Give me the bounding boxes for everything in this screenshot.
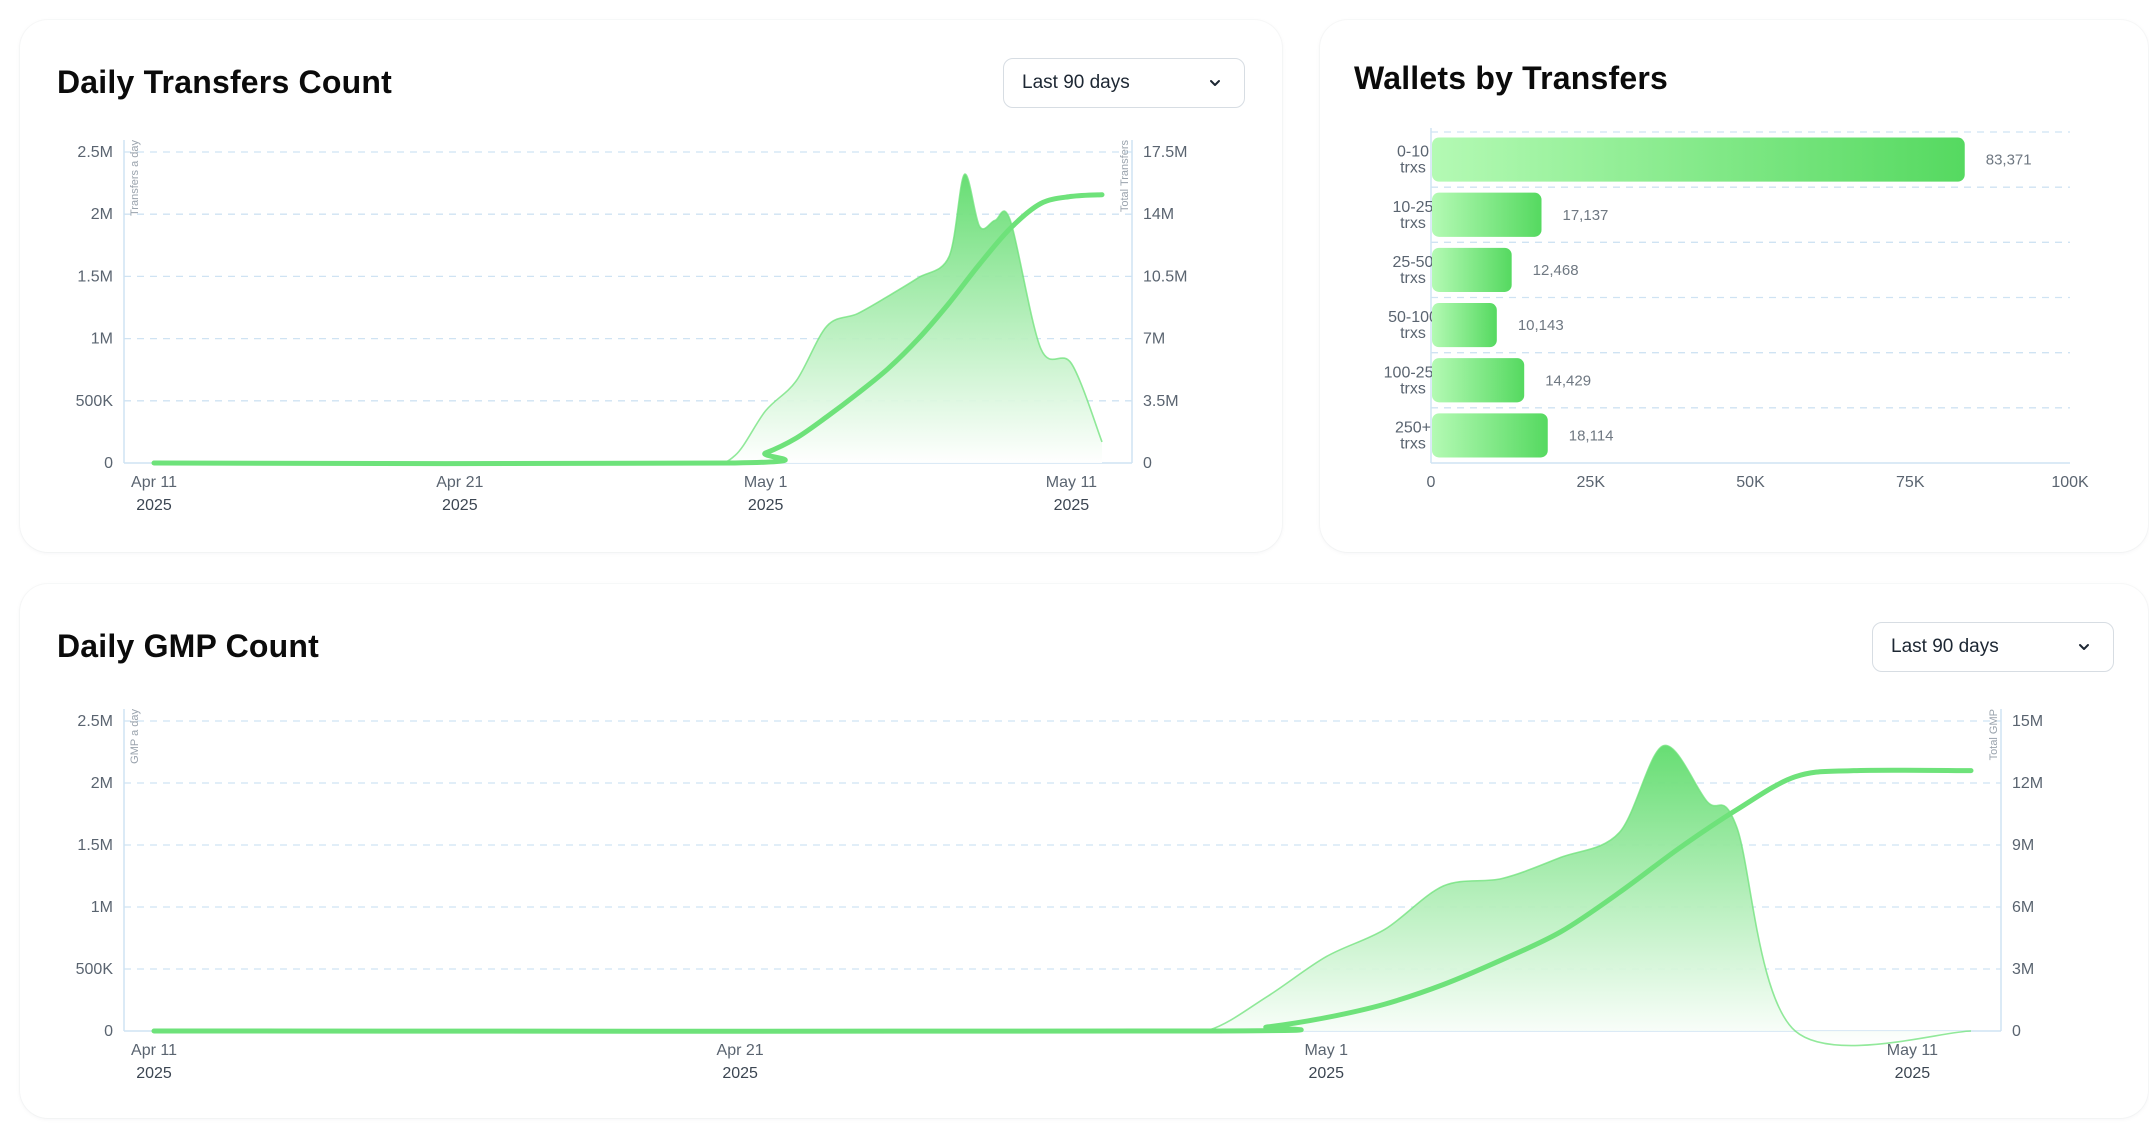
- daily-gmp-card: Daily GMP Count Last 90 days 0 500K 1M 1.5M…: [20, 584, 2148, 1118]
- y-tick-label-right: 17.5M: [1143, 144, 1187, 161]
- x-tick-label: 0: [1427, 474, 1436, 491]
- y-tick-label-right: 6M: [2012, 899, 2034, 916]
- y-tick-label-right: 12M: [2012, 775, 2043, 792]
- bar-value-label: 18,114: [1569, 427, 1614, 444]
- y-axis-title-right: Total Transfers: [1119, 140, 1131, 213]
- y-axis-title-right: Total GMP: [1988, 709, 2000, 760]
- x-tick-label: 100K: [2051, 474, 2089, 491]
- bar-value-label: 83,371: [1986, 152, 2032, 169]
- x-tick-label: May 1: [1304, 1042, 1348, 1059]
- y-tick-label-left: 500K: [76, 393, 114, 410]
- area-series-fill: [154, 174, 1102, 464]
- y-tick-label-left: 0: [104, 455, 113, 472]
- y-tick-label-left: 2.5M: [77, 144, 113, 161]
- x-tick-label: Apr 21: [717, 1042, 764, 1059]
- y-tick-label-left: 1M: [91, 331, 113, 348]
- x-tick-label: 50K: [1736, 474, 1765, 491]
- y-tick-label-left: 2M: [91, 206, 113, 223]
- y-tick-label-left: 2.5M: [77, 713, 113, 730]
- y-tick-label-right: 3M: [2012, 961, 2034, 978]
- bar-category-label: 25-50 trxs: [1393, 254, 1434, 287]
- bar-category-label: 100-250 trxs: [1384, 364, 1443, 397]
- x-tick-year: 2025: [1308, 1065, 1344, 1082]
- y-tick-label-left: 1.5M: [77, 268, 113, 285]
- wallets-by-transfers-card: Wallets by Transfers 0-10 trxs 83,371 10-25…: [1320, 20, 2148, 552]
- bar-value-label: 12,468: [1533, 262, 1579, 279]
- cumulative-line: [151, 767, 1974, 1034]
- y-tick-label-left: 1.5M: [77, 837, 113, 854]
- y-tick-label-right: 9M: [2012, 837, 2034, 854]
- y-tick-label-right: 10.5M: [1143, 268, 1187, 285]
- bar: [1432, 303, 1497, 348]
- x-tick-year: 2025: [442, 497, 478, 514]
- range-select-label: Last 90 days: [1022, 72, 1130, 93]
- x-tick-year: 2025: [1054, 497, 1090, 514]
- bar: [1432, 358, 1525, 403]
- bar-category-label: 10-25 trxs: [1393, 199, 1434, 232]
- y-tick-label-left: 1M: [91, 899, 113, 916]
- y-tick-label-left: 2M: [91, 775, 113, 792]
- range-select-label: Last 90 days: [1891, 636, 1999, 657]
- y-tick-label-left: 0: [104, 1023, 113, 1040]
- area-series-fill: [154, 745, 1971, 1046]
- daily-transfers-card: Daily Transfers Count Last 90 days 0 500K…: [20, 20, 1282, 552]
- x-tick-label: 25K: [1577, 474, 1606, 491]
- transfers-range-select[interactable]: Last 90 days: [1003, 58, 1245, 108]
- x-tick-year: 2025: [136, 497, 172, 514]
- x-tick-label: May 11: [1887, 1042, 1938, 1059]
- gmp-range-select[interactable]: Last 90 days: [1872, 622, 2114, 672]
- wallets-by-transfers-chart: 0-10 trxs 83,371 10-25 trxs 17,137 25-50 trxs 12…: [1384, 128, 2089, 491]
- x-tick-year: 2025: [1895, 1065, 1931, 1082]
- wallets-by-transfers-title: Wallets by Transfers: [1354, 60, 1669, 96]
- bar: [1432, 192, 1542, 237]
- y-tick-label-left: 500K: [76, 961, 114, 978]
- x-tick-label: May 1: [744, 474, 788, 491]
- bar-value-label: 17,137: [1563, 207, 1609, 224]
- x-tick-label: 75K: [1896, 474, 1925, 491]
- y-tick-label-right: 0: [2012, 1023, 2021, 1040]
- bar-value-label: 10,143: [1518, 317, 1564, 334]
- y-tick-label-right: 0: [1143, 455, 1152, 472]
- y-axis-title-left: GMP a day: [129, 709, 141, 764]
- bar-category-label: 250+ trxs: [1395, 419, 1431, 452]
- daily-gmp-chart: 0 500K 1M 1.5M 2M 2.5M 0 3M 6M 9M 12M 15M GMP a day T…: [76, 709, 2044, 1082]
- x-tick-label: May 11: [1046, 474, 1097, 491]
- bar-category-label: 50-100 trxs: [1388, 309, 1438, 342]
- bar-value-label: 14,429: [1545, 372, 1591, 389]
- y-tick-label-right: 3.5M: [1143, 393, 1179, 410]
- chevron-down-icon: [1208, 76, 1222, 90]
- x-tick-year: 2025: [722, 1065, 758, 1082]
- daily-gmp-title: Daily GMP Count: [57, 628, 319, 664]
- bar-category-label: 0-10 trxs: [1397, 144, 1429, 177]
- x-tick-year: 2025: [136, 1065, 172, 1082]
- chevron-down-icon: [2077, 640, 2091, 654]
- x-tick-label: Apr 21: [436, 474, 483, 491]
- bar: [1432, 413, 1548, 458]
- y-axis-title-left: Transfers a day: [129, 140, 141, 217]
- bar: [1432, 247, 1512, 292]
- y-tick-label-right: 14M: [1143, 206, 1174, 223]
- bar: [1432, 137, 1965, 182]
- x-tick-label: Apr 11: [131, 474, 177, 491]
- daily-transfers-title: Daily Transfers Count: [57, 64, 392, 100]
- x-tick-label: Apr 11: [131, 1042, 177, 1059]
- daily-transfers-chart: 0 500K 1M 1.5M 2M 2.5M 0 3.5M 7M 10.5M 14M 17.5M Tra…: [76, 140, 1188, 514]
- y-tick-label-right: 15M: [2012, 713, 2043, 730]
- x-tick-year: 2025: [748, 497, 784, 514]
- cumulative-line: [151, 192, 1105, 467]
- y-tick-label-right: 7M: [1143, 331, 1165, 348]
